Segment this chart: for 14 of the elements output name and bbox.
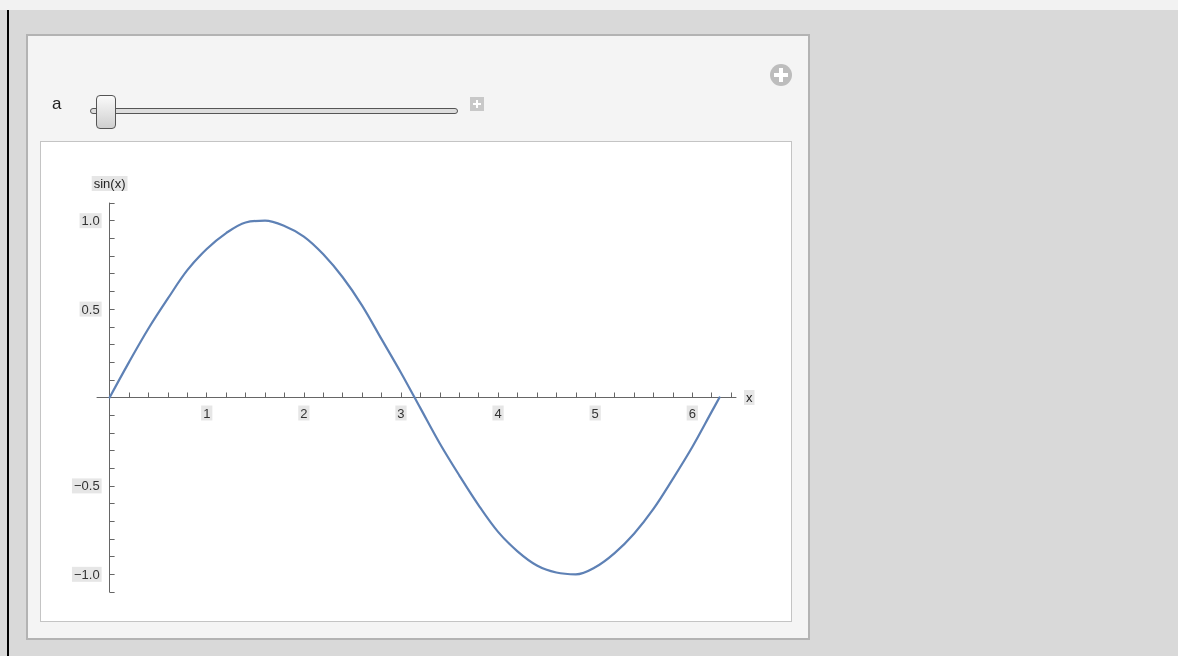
x-tick-label: 5 <box>591 405 599 421</box>
x-tick-label: 3 <box>397 405 405 421</box>
x-tick-label: 6 <box>688 405 696 421</box>
y-tick-label: −0.5 <box>73 478 100 494</box>
y-axis-title: sin(x) <box>93 176 126 191</box>
text: a <box>52 94 62 114</box>
y-tick-label: 1.0 <box>81 213 100 229</box>
x-tick-label: 1 <box>203 405 211 421</box>
x-axis-title: x <box>746 390 753 405</box>
x-tick-label: 4 <box>494 405 502 421</box>
x-tick-label: 2 <box>300 405 308 421</box>
y-tick-label: 0.5 <box>81 301 100 317</box>
y-tick-label: −1.0 <box>73 566 100 582</box>
line-series <box>108 219 721 576</box>
